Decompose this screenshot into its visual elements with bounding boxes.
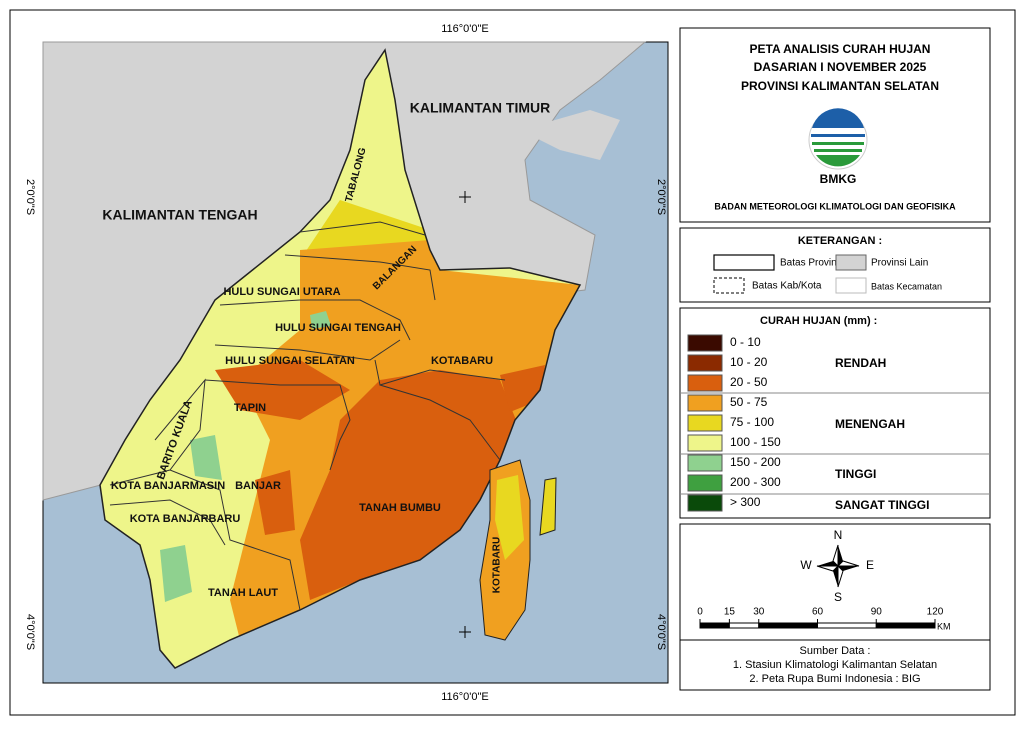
- source-title: Sumber Data :: [800, 645, 871, 657]
- scale-label: 60: [812, 607, 824, 618]
- class-label: 100 - 150: [730, 435, 781, 449]
- zone: [255, 470, 295, 535]
- swatch: [713, 254, 775, 271]
- region-label: TANAH LAUT: [208, 587, 278, 599]
- class-label: 50 - 75: [730, 395, 768, 409]
- zone: [190, 435, 222, 480]
- region-label: TAPIN: [234, 402, 266, 414]
- compass-letter: E: [866, 558, 874, 572]
- logo-text: BMKG: [820, 172, 857, 186]
- swatch: [713, 277, 745, 294]
- other-province: [520, 110, 620, 160]
- source-item: 2. Peta Rupa Bumi Indonesia : BIG: [749, 673, 920, 685]
- title-line: PETA ANALISIS CURAH HUJAN: [750, 42, 931, 56]
- legend-item: Provinsi Lain: [871, 258, 928, 269]
- swatch: [687, 354, 723, 372]
- coord: 4°0'0"S: [24, 614, 36, 650]
- source-item: 1. Stasiun Klimatologi Kalimantan Selata…: [733, 659, 937, 671]
- zone: [215, 360, 350, 420]
- agency: BADAN METEOROLOGI KLIMATOLOGI DAN GEOFIS…: [714, 201, 956, 211]
- legend-item: Batas Provinsi: [780, 258, 844, 269]
- group-label: TINGGI: [835, 467, 876, 481]
- swatch: [687, 454, 723, 472]
- swatch: [687, 494, 723, 512]
- swatch: [687, 394, 723, 412]
- zone: [310, 311, 331, 329]
- regency-borders: [109, 221, 506, 611]
- region-label: HULU SUNGAI SELATAN: [225, 355, 355, 367]
- swatch: [687, 474, 723, 492]
- bmkg-logo: [808, 108, 868, 170]
- scale-label: 15: [724, 607, 736, 618]
- coord: 2°0'0"S: [24, 179, 36, 215]
- swatch: [687, 414, 723, 432]
- swatch: [687, 374, 723, 392]
- swatch: [687, 334, 723, 352]
- legend-item: Batas Kab/Kota: [752, 281, 822, 292]
- title-line: DASARIAN I NOVEMBER 2025: [754, 60, 927, 74]
- legend-item: Batas Kecamatan: [871, 281, 942, 291]
- coord: 116°0'0"E: [441, 23, 489, 35]
- class-label: 200 - 300: [730, 475, 781, 489]
- region-label: KOTABARU: [431, 355, 493, 367]
- title-line: PROVINSI KALIMANTAN SELATAN: [741, 79, 939, 93]
- compass-letter: W: [800, 558, 812, 572]
- scale-segment: [699, 622, 730, 629]
- compass-box: [679, 523, 991, 691]
- class-label: 20 - 50: [730, 375, 768, 389]
- legend-title: KETERANGAN :: [798, 235, 882, 247]
- zone: [300, 370, 520, 600]
- rainfall-box: [679, 307, 991, 519]
- compass-letter: N: [834, 528, 843, 542]
- swatch: [835, 277, 867, 294]
- scale-label: 30: [753, 607, 765, 618]
- zone: [160, 545, 192, 602]
- region-label: HULU SUNGAI UTARA: [223, 286, 340, 298]
- region-label: BANJAR: [235, 480, 281, 492]
- rainfall-title: CURAH HUJAN (mm) :: [760, 315, 877, 327]
- coordinates: 116°0'0"E 116°0'0"E 2°0'0"S 2°0'0"S 4°0'…: [24, 23, 667, 703]
- province-border: [99, 48, 582, 669]
- scale-segment: [875, 622, 936, 629]
- class-label: 75 - 100: [730, 415, 774, 429]
- swatch: [687, 434, 723, 452]
- region-label: KALIMANTAN TENGAH: [102, 207, 257, 223]
- compass-rose: [816, 544, 860, 588]
- coord: 116°0'0"E: [441, 691, 489, 703]
- region-label: KOTABARU: [492, 537, 503, 593]
- region-label: KOTA BANJARMASIN: [111, 480, 225, 492]
- class-label: 150 - 200: [730, 455, 781, 469]
- group-label: MENENGAH: [835, 417, 905, 431]
- region-label: TANAH BUMBU: [359, 502, 441, 514]
- class-label: > 300: [730, 495, 761, 509]
- scale-label: 0: [697, 607, 703, 618]
- group-label: RENDAH: [835, 356, 886, 370]
- region-label: HULU SUNGAI TENGAH: [275, 322, 401, 334]
- island: [539, 477, 557, 536]
- scale-label: 120: [927, 607, 944, 618]
- scale-segment: [817, 622, 877, 629]
- island-zone: [495, 475, 524, 560]
- coord: 4°0'0"S: [655, 614, 667, 650]
- compass-letter: S: [834, 590, 842, 604]
- scale-segment: [758, 622, 818, 629]
- region-label: KALIMANTAN TIMUR: [410, 100, 551, 116]
- scale-unit: KM: [937, 621, 951, 631]
- scale-segment: [728, 622, 760, 629]
- scale-label: 90: [871, 607, 883, 618]
- swatch: [835, 254, 867, 271]
- class-label: 0 - 10: [730, 335, 761, 349]
- graticule-crosses: [459, 191, 471, 638]
- group-label: SANGAT TINGGI: [835, 498, 929, 512]
- region-label: KOTA BANJARBARU: [130, 513, 241, 525]
- coord: 2°0'0"S: [655, 179, 667, 215]
- class-label: 10 - 20: [730, 355, 768, 369]
